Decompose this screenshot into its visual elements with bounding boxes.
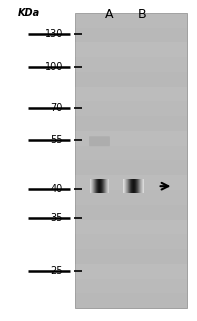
Bar (132, 179, 133, 193)
Bar (75, 205, 187, 220)
Bar (128, 179, 129, 193)
Bar (75, 249, 187, 264)
Bar (75, 72, 187, 87)
Bar (75, 42, 187, 57)
Bar (99, 179, 100, 193)
Bar (75, 175, 187, 190)
Text: 35: 35 (51, 213, 63, 223)
Bar (140, 179, 141, 193)
Bar (75, 28, 187, 42)
Bar (75, 234, 187, 249)
Bar (135, 179, 136, 193)
Bar (75, 57, 187, 72)
Bar (138, 179, 139, 193)
Text: 100: 100 (45, 62, 63, 73)
Text: A: A (105, 8, 114, 21)
Bar (142, 179, 143, 193)
Bar (75, 293, 187, 308)
Bar (102, 179, 103, 193)
Bar (136, 179, 137, 193)
FancyBboxPatch shape (89, 136, 110, 146)
Bar (125, 179, 126, 193)
Bar (75, 116, 187, 131)
Bar (124, 179, 125, 193)
Bar (104, 179, 105, 193)
Text: 130: 130 (45, 29, 63, 39)
Bar (75, 160, 187, 175)
Bar (92, 179, 93, 193)
Bar (129, 179, 130, 193)
Bar (75, 87, 187, 101)
Bar (107, 179, 108, 193)
Bar (130, 179, 131, 193)
Text: B: B (138, 8, 146, 21)
Bar (101, 179, 102, 193)
Bar (127, 179, 128, 193)
Bar (134, 179, 135, 193)
Bar (96, 179, 97, 193)
Bar (143, 179, 144, 193)
Bar (75, 220, 187, 234)
Bar (106, 179, 107, 193)
Bar (75, 279, 187, 293)
Text: 70: 70 (51, 102, 63, 113)
Text: 55: 55 (51, 134, 63, 145)
Bar (95, 179, 96, 193)
FancyBboxPatch shape (75, 13, 187, 308)
Bar (98, 179, 99, 193)
Bar (100, 179, 101, 193)
Bar (93, 179, 94, 193)
Text: 40: 40 (51, 184, 63, 195)
Bar (94, 179, 95, 193)
Bar (108, 179, 109, 193)
Bar (75, 131, 187, 146)
Bar (133, 179, 134, 193)
Text: 25: 25 (51, 266, 63, 276)
Bar (75, 146, 187, 160)
Bar (75, 264, 187, 279)
Bar (90, 179, 91, 193)
Bar (91, 179, 92, 193)
Bar (141, 179, 142, 193)
Bar (137, 179, 138, 193)
Bar (126, 179, 127, 193)
Bar (75, 190, 187, 205)
Bar (123, 179, 124, 193)
Bar (75, 101, 187, 116)
Bar (103, 179, 104, 193)
Bar (139, 179, 140, 193)
Bar (97, 179, 98, 193)
Text: KDa: KDa (18, 8, 40, 18)
Bar (75, 13, 187, 28)
Bar (105, 179, 106, 193)
Bar (131, 179, 132, 193)
